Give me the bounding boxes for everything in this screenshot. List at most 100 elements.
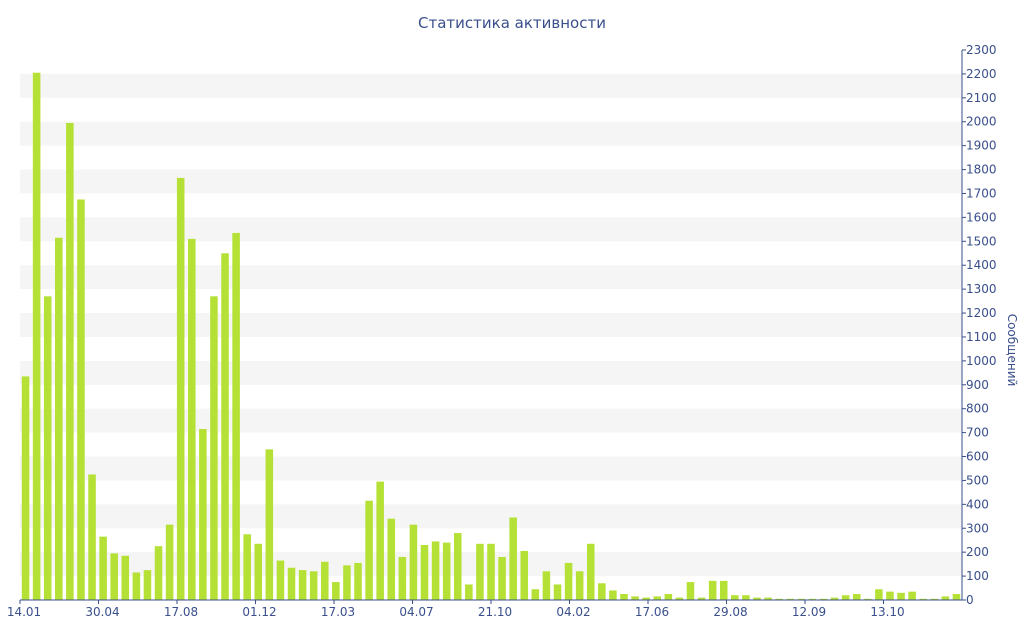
bar[interactable] <box>199 429 207 600</box>
bar[interactable] <box>830 597 839 600</box>
bar[interactable] <box>165 524 174 600</box>
bar[interactable] <box>276 560 285 600</box>
bar[interactable] <box>897 592 905 600</box>
bar[interactable] <box>675 597 684 600</box>
bar[interactable] <box>808 598 817 600</box>
bar[interactable] <box>332 582 340 600</box>
bar[interactable] <box>598 583 606 600</box>
bar[interactable] <box>321 561 329 600</box>
bar[interactable] <box>143 570 152 600</box>
bar[interactable] <box>442 542 451 600</box>
bar[interactable] <box>553 584 562 600</box>
bar[interactable] <box>176 177 185 600</box>
bar[interactable] <box>487 543 495 600</box>
bar[interactable] <box>697 597 706 600</box>
bar[interactable] <box>354 562 362 600</box>
bar[interactable] <box>542 571 551 600</box>
y-tick-label: 900 <box>966 378 989 392</box>
bar[interactable] <box>886 591 894 600</box>
bar[interactable] <box>431 541 440 600</box>
bar[interactable] <box>586 543 595 600</box>
bar[interactable] <box>642 597 650 600</box>
grid-band <box>20 73 962 98</box>
y-tick-label: 1800 <box>966 163 997 177</box>
bar[interactable] <box>731 595 739 600</box>
bar[interactable] <box>930 598 939 600</box>
bar[interactable] <box>243 534 251 600</box>
x-tick-label: 13.10 <box>870 605 904 619</box>
bar[interactable] <box>742 595 750 600</box>
bar[interactable] <box>32 72 41 601</box>
x-tick-label: 17.03 <box>321 605 355 619</box>
bar[interactable] <box>620 594 628 600</box>
bar[interactable] <box>77 199 85 600</box>
bar[interactable] <box>55 237 63 600</box>
bar[interactable] <box>509 517 517 601</box>
bar[interactable] <box>575 571 584 600</box>
bar[interactable] <box>453 533 462 600</box>
bar[interactable] <box>365 500 373 600</box>
grid-bands <box>20 73 962 577</box>
bar[interactable] <box>398 556 407 600</box>
bar[interactable] <box>875 589 883 600</box>
x-tick-label: 17.06 <box>635 605 669 619</box>
bar[interactable] <box>409 524 418 600</box>
x-axis-ticks: 14.01 30.04 17.08 01.12 17.03 04.07 21.10 04.02… <box>7 600 905 619</box>
bar[interactable] <box>309 571 318 600</box>
bar[interactable] <box>188 238 196 600</box>
bar[interactable] <box>387 518 396 600</box>
bar[interactable] <box>465 584 473 600</box>
bar[interactable] <box>786 598 794 600</box>
bar[interactable] <box>952 594 961 600</box>
bar[interactable] <box>753 597 761 600</box>
bar[interactable] <box>88 474 96 600</box>
bar[interactable] <box>919 598 927 600</box>
bar[interactable] <box>221 253 229 600</box>
bar[interactable] <box>609 590 617 600</box>
y-tick-label: 1400 <box>966 258 997 272</box>
bar[interactable] <box>864 598 872 600</box>
bar[interactable] <box>908 591 916 600</box>
bar[interactable] <box>154 546 163 600</box>
bar[interactable] <box>941 596 950 600</box>
bar[interactable] <box>764 597 772 600</box>
bar[interactable] <box>132 572 141 601</box>
bar[interactable] <box>343 565 351 600</box>
x-tick-label: 12.09 <box>792 605 826 619</box>
bar[interactable] <box>708 580 717 600</box>
bar[interactable] <box>287 567 296 600</box>
bar[interactable] <box>476 543 484 600</box>
bar[interactable] <box>719 580 728 600</box>
bar[interactable] <box>531 589 540 600</box>
bar[interactable] <box>420 545 429 600</box>
bar[interactable] <box>21 376 30 600</box>
bar[interactable] <box>664 594 673 600</box>
bar[interactable] <box>376 481 384 600</box>
bar[interactable] <box>66 122 74 601</box>
bar[interactable] <box>775 598 783 600</box>
bar[interactable] <box>819 598 828 600</box>
y-axis-ticks: 0 100 200 300 400 500 600 700 800 900 1000 1100 1200… <box>962 43 997 607</box>
bar[interactable] <box>631 596 639 600</box>
grid-band <box>20 265 962 290</box>
bar[interactable] <box>797 598 806 600</box>
bar[interactable] <box>110 553 118 600</box>
bar[interactable] <box>232 232 240 600</box>
x-tick-label: 21.10 <box>478 605 512 619</box>
bar[interactable] <box>210 296 218 600</box>
bar[interactable] <box>852 594 861 600</box>
bar[interactable] <box>99 536 107 600</box>
bar[interactable] <box>520 550 529 600</box>
bar[interactable] <box>841 595 850 600</box>
bar[interactable] <box>498 556 506 600</box>
bar[interactable] <box>564 562 573 600</box>
bar[interactable] <box>653 596 662 600</box>
bar[interactable] <box>298 570 307 600</box>
bar[interactable] <box>686 582 695 600</box>
bar[interactable] <box>265 449 274 600</box>
bar[interactable] <box>254 543 263 600</box>
bar[interactable] <box>43 296 52 600</box>
bar[interactable] <box>121 555 130 600</box>
y-tick-label: 0 <box>966 593 974 607</box>
x-tick-label: 17.08 <box>164 605 198 619</box>
